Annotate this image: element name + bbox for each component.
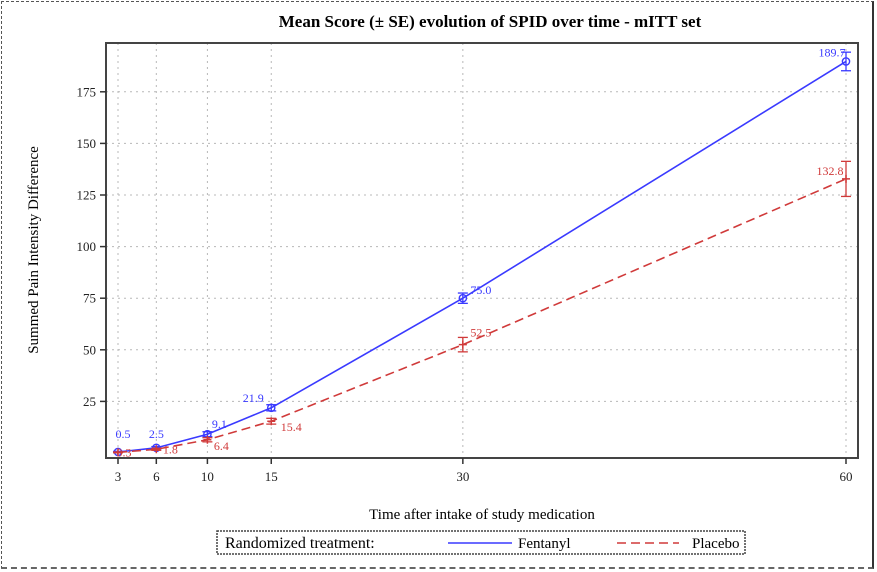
legend-label-fentanyl: Fentanyl <box>518 536 571 552</box>
y-tick-label: 125 <box>77 188 97 203</box>
x-axis-label: Time after intake of study medication <box>369 507 595 523</box>
legend: Randomized treatment: Fentanyl Placebo <box>216 530 746 555</box>
data-point <box>841 57 851 66</box>
y-axis-label: Summed Pain Intensity Difference <box>26 146 42 354</box>
y-tick-label: 100 <box>77 239 97 254</box>
data-label: 1.8 <box>163 442 178 456</box>
y-tick-label: 50 <box>83 342 96 357</box>
y-tick-label: 175 <box>77 84 97 99</box>
legend-title: Randomized treatment: <box>225 535 375 552</box>
data-label: 21.9 <box>243 391 264 405</box>
x-tick-label: 15 <box>265 469 278 484</box>
series-placebo: 0.3 1.8 6.4 15.4 52.5 132.8 <box>113 160 851 459</box>
data-label: 9.1 <box>212 417 227 431</box>
data-point <box>267 417 276 426</box>
series-fentanyl: 0.5 2.5 9.1 21.9 75.0 189.7 <box>113 45 851 457</box>
data-label: 75.0 <box>470 283 491 297</box>
y-tick-label: 75 <box>83 291 96 306</box>
data-point <box>203 435 212 444</box>
data-label: 189.7 <box>819 45 846 59</box>
chart-title: Mean Score (± SE) evolution of SPID over… <box>279 12 702 31</box>
x-tick-label: 30 <box>456 469 469 484</box>
data-label: 0.3 <box>117 445 132 459</box>
x-tick-label: 10 <box>201 469 214 484</box>
x-tick-label: 60 <box>840 469 853 484</box>
x-tick-label: 3 <box>115 469 122 484</box>
x-tick-label: 6 <box>153 469 160 484</box>
series-line-fentanyl <box>117 60 847 453</box>
data-point <box>458 340 467 349</box>
data-label: 132.8 <box>817 164 844 178</box>
data-label: 52.5 <box>470 326 491 340</box>
y-tick-label: 25 <box>83 394 96 409</box>
data-point <box>114 448 122 457</box>
data-point <box>266 403 276 413</box>
data-point <box>152 445 161 454</box>
y-tick-label: 150 <box>77 136 97 151</box>
y-axis: 25 50 75 100 125 150 175 <box>77 84 106 409</box>
data-label: 0.5 <box>116 427 131 441</box>
grid <box>106 43 858 458</box>
data-label: 15.4 <box>281 420 302 434</box>
data-point <box>458 293 468 303</box>
legend-label-placebo: Placebo <box>692 536 739 552</box>
data-point <box>842 174 850 183</box>
x-axis: 3 6 10 15 30 60 <box>115 458 853 484</box>
series-line-placebo <box>117 178 847 454</box>
series-layer: 0.5 2.5 9.1 21.9 75.0 189.7 0.3 1.8 6.4 15.4 52.5 1… <box>113 45 851 459</box>
data-label: 2.5 <box>149 427 164 441</box>
data-label: 6.4 <box>214 439 229 453</box>
plot-frame <box>105 42 859 459</box>
